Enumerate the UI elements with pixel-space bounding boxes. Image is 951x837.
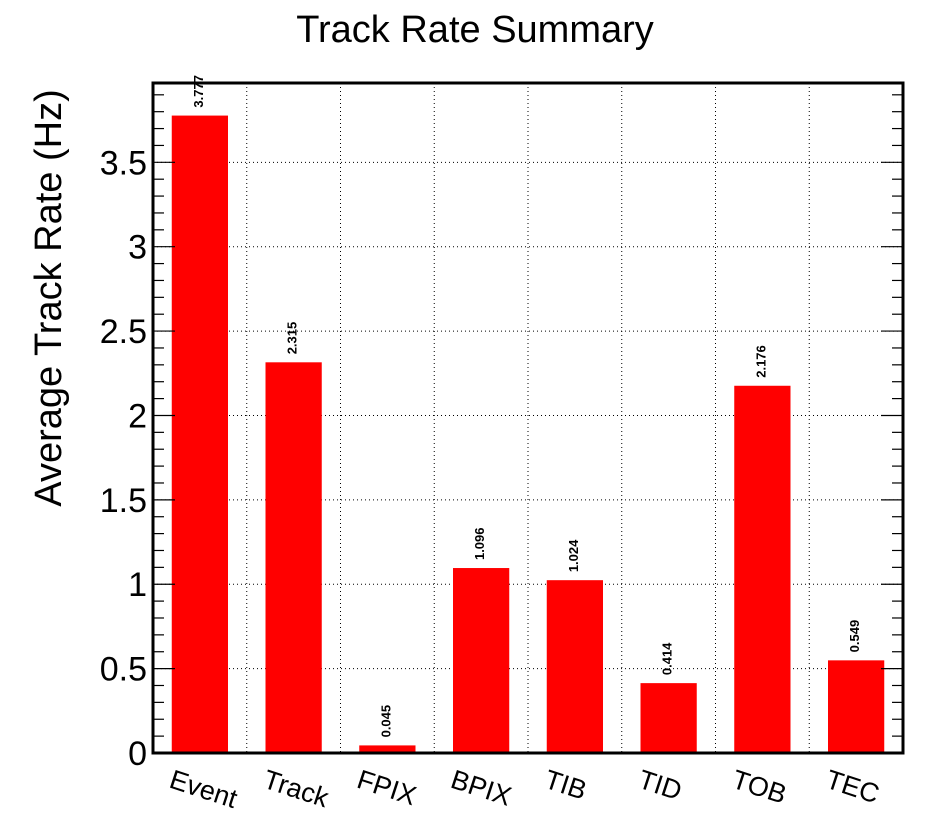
y-tick-label: 3 [128, 229, 147, 267]
x-category-label: BPIX [447, 764, 515, 812]
bar-value-label: 0.549 [847, 620, 862, 653]
bar-tib [546, 580, 603, 753]
y-tick-label: 1.5 [100, 482, 147, 520]
y-tick-label: 0 [128, 735, 147, 773]
y-tick-label: 0.5 [100, 651, 147, 689]
x-category-label: FPIX [354, 764, 420, 811]
bar-value-label: 2.176 [753, 345, 768, 378]
y-tick-label: 1 [128, 566, 147, 604]
y-tick-label: 3.5 [100, 144, 147, 182]
x-category-label: TOB [729, 764, 791, 810]
y-axis-label: Average Track Rate (Hz) [28, 89, 70, 506]
bar-value-label: 0.045 [378, 705, 393, 738]
bar-tid [640, 683, 697, 753]
bar-value-label: 2.315 [285, 322, 300, 355]
bar-event [171, 115, 228, 754]
x-category-label: Event [166, 764, 241, 814]
x-category-label: TEC [822, 764, 883, 809]
plot-frame [151, 81, 905, 755]
chart-title: Track Rate Summary [296, 9, 654, 51]
bar-fpix [359, 745, 416, 753]
bar-value-label: 0.414 [660, 642, 675, 675]
bar-tec [828, 660, 885, 753]
bar-track [265, 362, 322, 753]
bars [171, 115, 885, 754]
y-tick-label: 2.5 [100, 313, 147, 351]
x-category-label: Track [260, 764, 333, 813]
x-category-label: TIB [541, 764, 590, 806]
axis-ticks [153, 94, 903, 754]
bar-value-label: 3.777 [191, 75, 206, 108]
y-tick-label: 2 [128, 397, 147, 435]
bar-tob [734, 385, 791, 753]
x-category-label: TID [635, 764, 686, 806]
bar-bpix [453, 568, 510, 753]
bar-value-label: 1.024 [566, 539, 581, 572]
bar-value-label: 1.096 [472, 527, 487, 560]
